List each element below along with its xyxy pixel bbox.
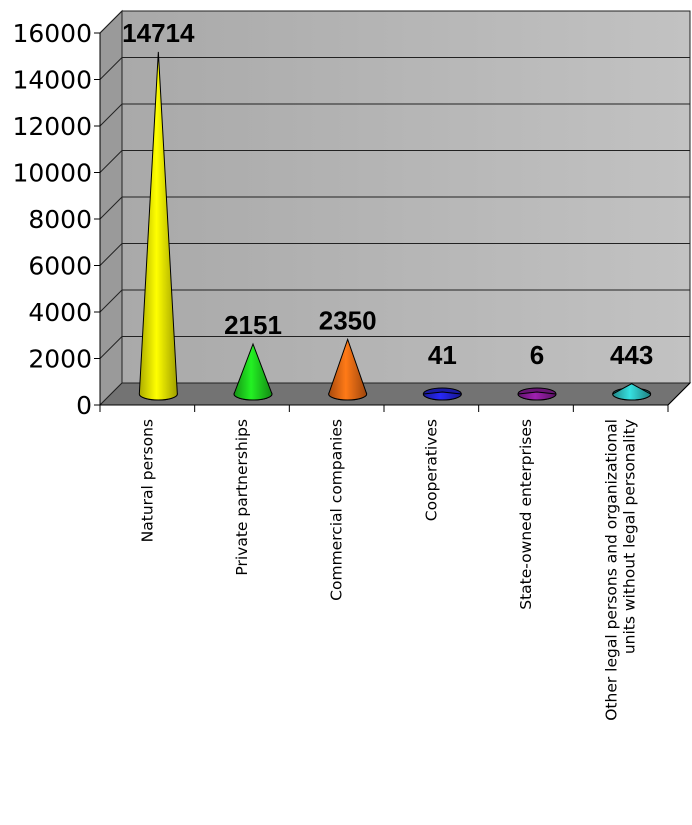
category-label: State-owned enterprises [517, 419, 535, 610]
data-label: 14714 [122, 18, 195, 48]
y-tick-label: 8000 [28, 205, 92, 234]
gridline-side [99, 103, 123, 127]
cone [517, 387, 557, 401]
cone-body [138, 51, 178, 401]
y-tick-label: 2000 [28, 345, 92, 374]
cone [233, 342, 273, 401]
data-label: 2151 [224, 310, 282, 340]
y-tick-label: 10000 [12, 159, 92, 188]
gridline-side [99, 289, 123, 313]
gridlines [99, 10, 690, 359]
cone-body [517, 391, 557, 401]
y-tick-label: 0 [76, 391, 92, 420]
category-label: Private partnerships [233, 419, 251, 576]
cone [422, 387, 462, 401]
data-label: 6 [530, 340, 544, 370]
y-tick-label: 4000 [28, 298, 92, 327]
gridline-side [99, 196, 123, 220]
cone-body [612, 383, 652, 401]
plot-walls [98, 9, 692, 407]
gridline-side [99, 10, 123, 34]
cone-body [422, 391, 462, 401]
data-label: 41 [428, 340, 457, 370]
y-tick-label: 6000 [28, 252, 92, 281]
gridline-side [99, 150, 123, 173]
gridline-side [99, 57, 123, 80]
category-label: Other legal persons and organizational [603, 419, 621, 721]
category-label: units without legal personality [621, 419, 639, 654]
floor [98, 382, 692, 406]
category-label: Commercial companies [328, 419, 346, 601]
labels: 0 2000 4000 6000 8000 10000 12000 14000 16000 147… [12, 18, 653, 721]
cone-body [328, 337, 368, 401]
y-tick-label: 12000 [12, 112, 92, 141]
cone [328, 337, 368, 401]
category-label: Natural persons [138, 419, 156, 542]
cone-body [233, 342, 273, 401]
cone [138, 51, 178, 401]
y-tick-label: 14000 [12, 66, 92, 95]
data-label: 2350 [319, 305, 377, 335]
cone [612, 383, 652, 401]
category-label: Cooperatives [422, 419, 440, 521]
cones [138, 51, 652, 401]
gridline-side [99, 336, 123, 359]
gridline-side [99, 243, 123, 266]
data-label: 443 [610, 340, 653, 370]
axes [94, 32, 691, 412]
floor-edge [667, 382, 691, 406]
y-tick-label: 16000 [12, 19, 92, 48]
